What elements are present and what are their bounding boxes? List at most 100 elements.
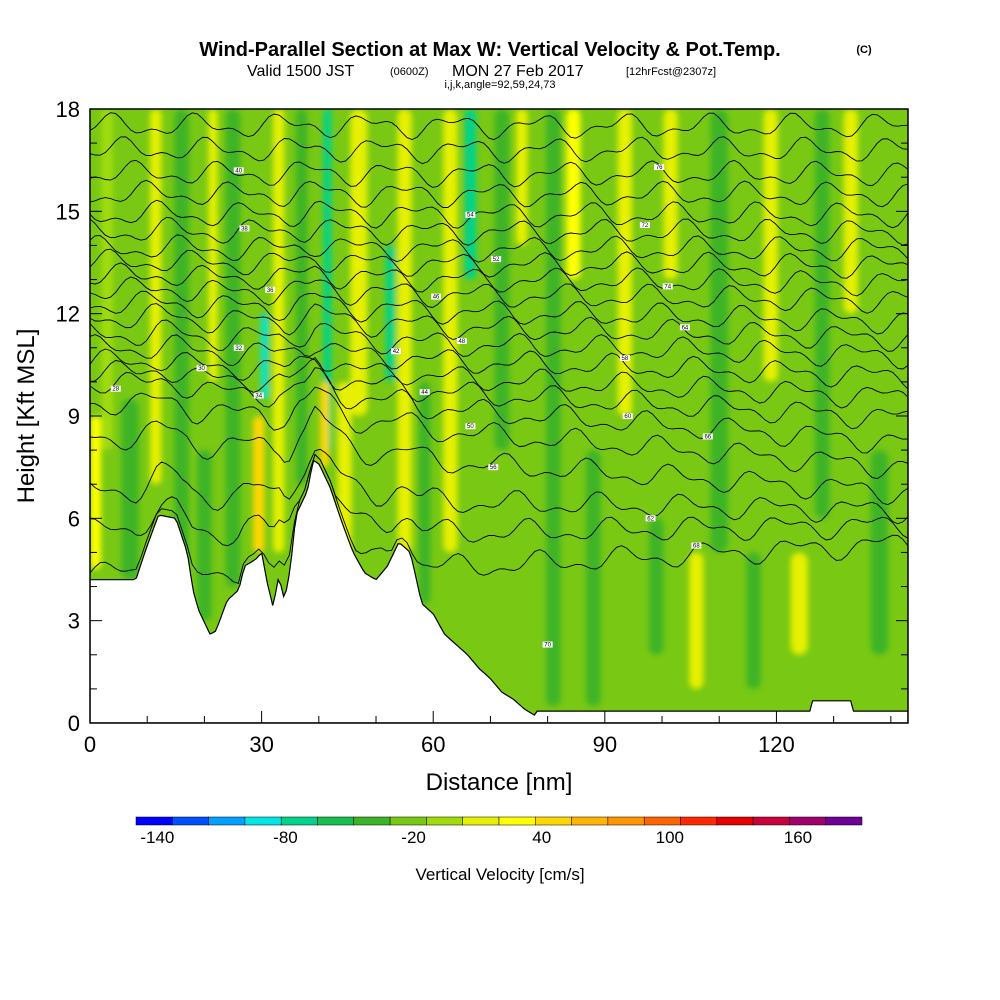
colorbar-tick-label: -80 — [273, 828, 298, 847]
colorbar-swatch — [571, 816, 609, 826]
velocity-cell — [710, 109, 728, 553]
colorbar-swatch — [208, 816, 246, 826]
isentrope-label: 66 — [702, 433, 713, 440]
colorbar-swatch — [535, 816, 572, 826]
colorbar-swatch — [752, 816, 790, 826]
colorbar-tick-label: 40 — [532, 828, 551, 847]
velocity-cell — [225, 109, 241, 587]
svg-text:46: 46 — [433, 295, 440, 301]
isentrope-line — [90, 199, 908, 229]
colorbar: -140 -80 -20 40 100 160 — [135, 816, 863, 847]
svg-text:36: 36 — [267, 288, 274, 294]
svg-text:68: 68 — [693, 544, 700, 550]
svg-text:32: 32 — [235, 346, 242, 352]
colorbar-tick-label: 100 — [656, 828, 684, 847]
chart-title: Wind-Parallel Section at Max W: Vertical… — [199, 39, 780, 61]
isentrope-label: 50 — [465, 423, 476, 430]
valid-date: MON 27 Feb 2017 — [452, 63, 584, 80]
svg-text:76: 76 — [656, 165, 663, 171]
isentrope-label: 44 — [419, 389, 430, 396]
colorbar-swatch — [317, 816, 355, 826]
svg-text:38: 38 — [241, 226, 248, 232]
colorbar-swatch — [389, 816, 427, 826]
velocity-cell — [790, 552, 808, 655]
x-tick-label: 0 — [84, 732, 96, 757]
colorbar-swatch — [135, 816, 173, 826]
grid-info: i,j,k,angle=92,59,24,73 — [444, 79, 555, 91]
colorbar-tick-label: 160 — [784, 828, 812, 847]
velocity-cell — [320, 381, 329, 468]
isentrope-label: 46 — [431, 293, 442, 301]
colorbar-swatch — [607, 816, 645, 826]
velocity-cell — [566, 109, 581, 280]
velocity-cell — [174, 109, 189, 587]
colorbar-tick-label: -140 — [140, 828, 174, 847]
svg-text:72: 72 — [642, 223, 649, 229]
velocity-cell — [516, 109, 528, 246]
velocity-cell — [350, 109, 368, 416]
colorbar-swatch — [680, 816, 718, 826]
svg-text:64: 64 — [682, 325, 689, 331]
velocity-cell — [649, 518, 664, 655]
plot-area: 28 30 32 34 36 38 40 42 44 46 48 50 52 54 56 58 60 62 64 66… — [90, 109, 908, 723]
x-axis-label: Distance [nm] — [426, 769, 573, 796]
x-tick-label: 30 — [249, 732, 273, 757]
isentrope-label: 40 — [233, 167, 244, 174]
y-tick-label: 12 — [56, 302, 80, 327]
svg-text:56: 56 — [490, 465, 497, 471]
isentrope-label: 62 — [645, 515, 656, 522]
y-tick-label: 15 — [56, 199, 80, 224]
isentrope-label: 70 — [542, 641, 553, 649]
colorbar-swatch — [825, 816, 863, 826]
isentrope-label: 32 — [233, 344, 244, 352]
colorbar-swatch — [498, 816, 536, 826]
isentrope-line — [90, 348, 908, 409]
isentrope-line — [90, 159, 908, 188]
isentrope-label: 58 — [619, 355, 630, 362]
x-tick-label: 60 — [421, 732, 445, 757]
valid-time: Valid 1500 JST — [247, 63, 355, 80]
isentrope-label: 38 — [239, 225, 250, 232]
isentrope-label: 68 — [691, 542, 702, 550]
colorbar-swatch — [244, 816, 282, 826]
colorbar-swatch — [462, 816, 500, 826]
isentrope-label: 76 — [654, 163, 665, 171]
isentrope-label: 74 — [662, 283, 673, 290]
colorbar-tick-label: -20 — [401, 828, 426, 847]
isentrope-line — [90, 386, 908, 480]
isentrope-line — [90, 179, 908, 208]
colorbar-swatch — [353, 816, 391, 826]
colorbar-title: Vertical Velocity [cm/s] — [415, 865, 584, 884]
svg-text:28: 28 — [112, 387, 119, 393]
velocity-cell — [815, 109, 830, 519]
svg-text:58: 58 — [622, 356, 629, 362]
velocity-cell — [261, 313, 268, 399]
isentrope-line — [90, 448, 908, 525]
isentrope-label: 54 — [465, 211, 476, 219]
isentrope-label: 28 — [110, 385, 121, 393]
svg-text:70: 70 — [544, 643, 551, 649]
isentrope-line — [90, 136, 908, 165]
svg-text:50: 50 — [467, 424, 474, 430]
isentrope-label: 30 — [196, 365, 207, 372]
svg-text:30: 30 — [198, 366, 205, 372]
svg-text:62: 62 — [647, 516, 654, 522]
valid-utc: (0600Z) — [390, 66, 429, 78]
velocity-cell — [197, 450, 212, 621]
isentrope-line — [90, 319, 908, 370]
isentrope-label: 72 — [639, 221, 650, 229]
isentrope-labels: 28 30 32 34 36 38 40 42 44 46 48 50 52 54 56 58 60 62 64 66… — [110, 163, 713, 649]
isentrope-line — [90, 248, 908, 279]
isentrope-line — [90, 356, 908, 430]
isentrope-label: 64 — [679, 324, 690, 331]
isentrope-line — [90, 334, 908, 390]
y-tick-label: 9 — [68, 404, 80, 429]
velocity-cell — [586, 450, 601, 706]
x-tick-label: 120 — [758, 732, 795, 757]
velocity-cell — [323, 109, 332, 451]
isentrope-line — [90, 262, 908, 297]
svg-text:48: 48 — [458, 339, 465, 345]
velocity-cell — [617, 109, 632, 416]
